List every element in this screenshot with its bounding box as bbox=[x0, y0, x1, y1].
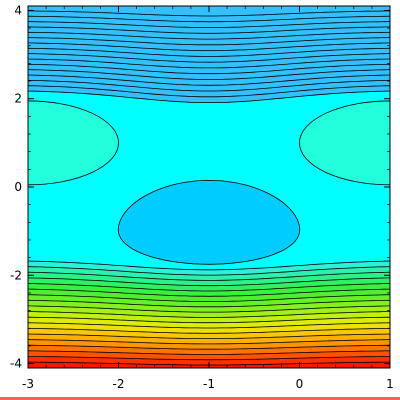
lower-contour-0 bbox=[28, 260, 390, 271]
lower-contour-11 bbox=[28, 322, 390, 329]
x-tick-label: -3 bbox=[22, 377, 34, 391]
lower-contour-10 bbox=[28, 316, 390, 324]
lower-contour-3 bbox=[28, 277, 390, 287]
y-tick-label: -2 bbox=[10, 268, 22, 282]
contour-lines bbox=[28, 10, 390, 366]
bottom-frame-strip bbox=[0, 397, 400, 400]
upper-contour-12 bbox=[28, 26, 390, 34]
lower-contour-2 bbox=[28, 271, 390, 281]
x-tick-label: -1 bbox=[203, 377, 215, 391]
x-tick-label: 0 bbox=[296, 377, 304, 391]
lower-contour-13 bbox=[28, 333, 390, 340]
lower-contour-1 bbox=[28, 266, 390, 276]
left-maximum-region bbox=[28, 100, 119, 186]
x-tick-label: 1 bbox=[386, 377, 394, 391]
upper-contour-11 bbox=[28, 31, 390, 40]
upper-contour-15 bbox=[28, 10, 390, 17]
lower-contour-12 bbox=[28, 328, 390, 334]
y-tick-label: 2 bbox=[14, 92, 22, 106]
upper-contour-7 bbox=[28, 53, 390, 63]
upper-contour-4 bbox=[28, 69, 390, 80]
upper-contour-5 bbox=[28, 63, 390, 75]
lower-contour-8 bbox=[28, 305, 390, 313]
upper-contour-8 bbox=[28, 47, 390, 57]
lower-contour-6 bbox=[28, 294, 390, 303]
lower-contour-4 bbox=[28, 283, 390, 292]
x-tick-label: -2 bbox=[113, 377, 125, 391]
lower-contour-16 bbox=[28, 350, 390, 355]
upper-contour-10 bbox=[28, 37, 390, 46]
y-tick-label: -4 bbox=[10, 357, 22, 371]
upper-contour-3 bbox=[28, 74, 390, 86]
y-axis-ticks: -4 -2 0 2 4 bbox=[10, 3, 390, 371]
upper-contour-6 bbox=[28, 58, 390, 69]
lower-contour-14 bbox=[28, 339, 390, 345]
upper-contour-1 bbox=[28, 85, 390, 98]
lower-contour-7 bbox=[28, 299, 390, 308]
lower-contour-5 bbox=[28, 288, 390, 297]
lower-contour-15 bbox=[28, 344, 390, 350]
x-axis-ticks: -3 -2 -1 0 1 bbox=[22, 6, 394, 391]
upper-contour-0 bbox=[28, 90, 390, 103]
upper-contour-2 bbox=[28, 79, 390, 92]
lower-contour-17 bbox=[28, 356, 390, 361]
lower-contour-9 bbox=[28, 311, 390, 318]
y-tick-label: 4 bbox=[14, 3, 22, 17]
upper-contour-13 bbox=[28, 21, 390, 28]
upper-contour-14 bbox=[28, 15, 390, 23]
inner-minimum-region bbox=[117, 179, 301, 265]
upper-contour-9 bbox=[28, 42, 390, 51]
y-tick-label: 0 bbox=[14, 180, 22, 194]
right-maximum-region bbox=[299, 100, 390, 186]
